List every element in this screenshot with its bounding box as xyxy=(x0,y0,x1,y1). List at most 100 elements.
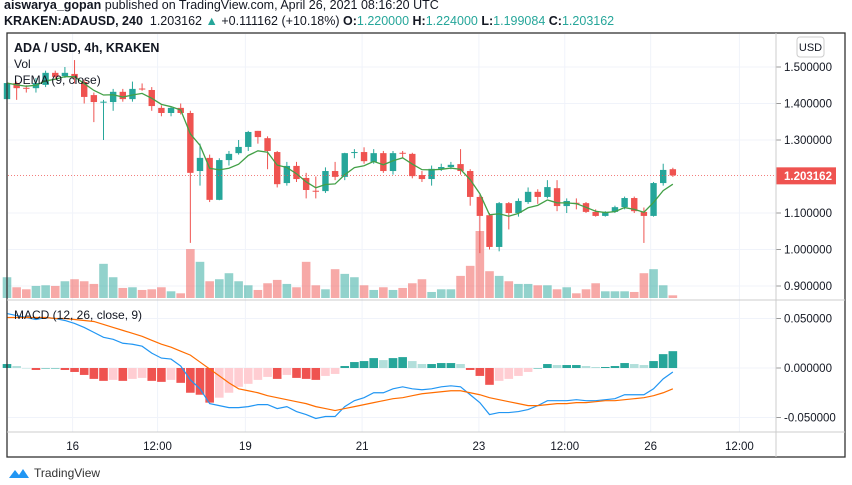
candle-body xyxy=(158,107,165,113)
macd-histogram-bar xyxy=(620,363,629,368)
volume-bar xyxy=(79,281,89,298)
macd-histogram-bar xyxy=(118,368,128,381)
close-label: C: xyxy=(548,14,562,28)
volume-bar xyxy=(108,277,118,298)
volume-bar xyxy=(591,283,600,298)
price-tick-label: 0.900000 xyxy=(784,281,832,293)
candle-body xyxy=(515,200,522,213)
candle-body xyxy=(380,153,387,172)
macd-histogram-bar xyxy=(176,368,185,383)
candle-body xyxy=(312,190,319,192)
candle-body xyxy=(621,198,628,208)
candle-body xyxy=(495,203,503,247)
high-value: 1.224000 xyxy=(425,14,478,28)
signal-line xyxy=(7,316,674,412)
candle-body xyxy=(631,198,638,212)
candle-body xyxy=(129,88,136,100)
macd-histogram-bar xyxy=(263,368,272,377)
volume-bar xyxy=(272,279,282,298)
candle-body xyxy=(467,171,474,197)
macd-histogram-bar xyxy=(195,368,205,395)
volume-bar xyxy=(147,289,157,298)
volume-bar xyxy=(205,281,214,298)
macd-histogram-bar xyxy=(514,368,523,376)
candle-body xyxy=(534,191,541,197)
volume-bar xyxy=(523,283,533,298)
macd-histogram-bar xyxy=(157,368,166,382)
candle-body xyxy=(524,191,532,203)
volume-bar xyxy=(128,287,137,298)
macd-histogram-bar xyxy=(60,368,70,370)
volume-bar xyxy=(494,275,504,298)
volume-bar xyxy=(224,273,234,298)
candle-body xyxy=(486,215,493,247)
macd-histogram-bar xyxy=(99,368,108,381)
candle-body xyxy=(196,157,204,172)
macd-histogram-bar xyxy=(22,368,31,369)
candle-body xyxy=(302,177,310,191)
candle-body xyxy=(71,73,78,78)
macd-line xyxy=(6,312,674,420)
macd-histogram-bar xyxy=(523,368,533,372)
tradingview-logo-icon xyxy=(9,469,29,478)
volume-bar xyxy=(31,285,41,298)
candle-body xyxy=(119,91,126,100)
macd-histogram-bar xyxy=(572,365,581,368)
low-label: L: xyxy=(481,14,494,28)
tradingview-logo[interactable]: TradingView xyxy=(8,466,100,480)
candle-body xyxy=(245,131,252,147)
macd-histogram-bar xyxy=(89,368,99,379)
macd-histogram-bar xyxy=(234,368,243,387)
candle-body xyxy=(360,152,368,162)
price-change: +0.111162 (+10.18%) xyxy=(221,14,340,28)
macd-histogram-bar xyxy=(465,368,475,370)
last-price-badge xyxy=(776,167,836,185)
macd-histogram-bar xyxy=(321,368,330,376)
candle-body xyxy=(553,188,561,207)
legend-vol[interactable]: Vol xyxy=(14,57,31,71)
macd-histogram-bar xyxy=(649,361,658,368)
legend-macd[interactable]: MACD (12, 26, close, 9) xyxy=(14,308,142,322)
volume-bar xyxy=(649,269,658,298)
macd-histogram-bar xyxy=(301,368,311,379)
volume-bar xyxy=(186,249,195,298)
volume-bar xyxy=(118,287,128,298)
volume-bar xyxy=(22,289,31,298)
macd-histogram-bar xyxy=(533,368,543,369)
candle-body xyxy=(544,187,551,197)
candle-body xyxy=(23,87,30,89)
volume-bar xyxy=(514,283,523,298)
volume-bar xyxy=(359,285,369,298)
volume-bar xyxy=(379,287,388,298)
author-name[interactable]: aiswarya_gopan xyxy=(4,0,102,12)
macd-histogram-bar xyxy=(70,368,79,372)
candle-body xyxy=(370,153,377,162)
up-triangle-icon: ▲ xyxy=(205,14,218,28)
volume-bar xyxy=(50,285,60,298)
candle-body xyxy=(264,138,271,151)
published-text: published on TradingView.com, April 26, … xyxy=(104,0,439,12)
volume-bar xyxy=(465,265,475,298)
macd-histogram-bar xyxy=(166,368,176,380)
candle-body xyxy=(81,81,88,97)
volume-bar xyxy=(417,279,427,298)
legend-dema[interactable]: DEMA (9, close) xyxy=(14,73,101,87)
dema-line xyxy=(6,75,674,217)
volume-bar xyxy=(427,291,436,298)
macd-histogram-bar xyxy=(388,358,398,368)
volume-bar xyxy=(668,295,678,298)
macd-histogram-bar xyxy=(215,368,224,398)
macd-histogram-bar xyxy=(543,364,552,368)
macd-histogram-bar xyxy=(224,368,234,393)
volume-bar xyxy=(436,289,446,298)
volume-bar xyxy=(408,283,417,298)
volume-bar xyxy=(388,289,398,298)
candle-body xyxy=(611,207,619,212)
candle-body xyxy=(216,160,223,200)
volume-bar xyxy=(60,281,70,298)
volume-bar xyxy=(601,291,610,298)
volume-bar xyxy=(215,279,224,298)
currency-button[interactable] xyxy=(796,36,825,58)
brand-name: TradingView xyxy=(34,466,101,480)
